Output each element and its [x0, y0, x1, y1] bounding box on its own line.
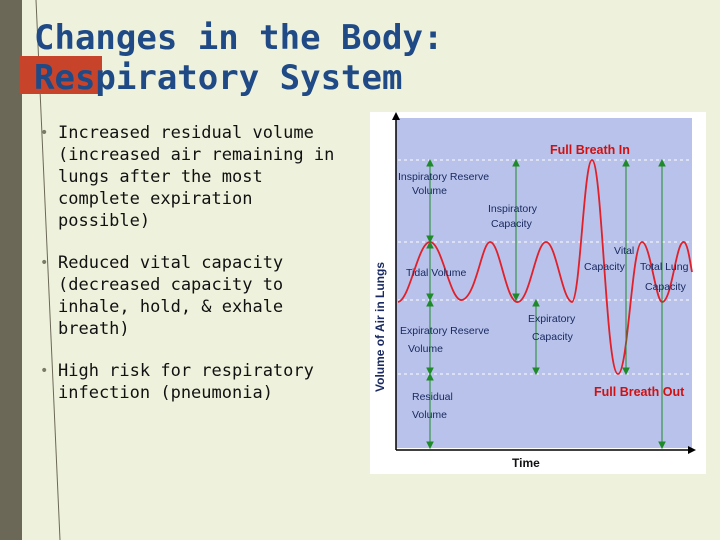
label-expiratory-capacity: Expiratory	[528, 313, 576, 325]
slide-title: Changes in the Body: Respiratory System	[34, 18, 704, 98]
x-axis-arrow-icon	[688, 446, 696, 454]
title-accent-block	[20, 56, 102, 94]
bullet-item: • Reduced vital capacity (decreased capa…	[36, 252, 336, 340]
y-axis-label: Volume of Air in Lungs	[373, 262, 387, 392]
label-expiratory-reserve: Expiratory Reserve	[400, 325, 489, 337]
label-total-lung-capacity-2: Capacity	[645, 281, 687, 293]
bullet-list: • Increased residual volume (increased a…	[36, 122, 336, 424]
bullet-text: Increased residual volume (increased air…	[58, 123, 335, 231]
x-axis-label: Time	[512, 456, 540, 470]
lung-volume-diagram: Full Breath In Full Breath Out Inspirato…	[370, 112, 706, 474]
breathing-curve	[397, 159, 693, 375]
label-inspiratory-reserve: Inspiratory Reserve	[398, 171, 489, 183]
label-expiratory-reserve-volume: Volume	[408, 343, 443, 355]
measurement-arrows	[426, 158, 666, 450]
label-full-breath-out: Full Breath Out	[594, 385, 685, 399]
label-residual-volume: Residual	[412, 391, 453, 403]
label-expiratory-capacity-2: Capacity	[532, 331, 574, 343]
bullet-text: High risk for respiratory infection (pne…	[58, 361, 314, 403]
bullet-icon: •	[40, 125, 49, 141]
plot-area	[396, 118, 692, 448]
bullet-item: • High risk for respiratory infection (p…	[36, 360, 336, 404]
label-tidal-volume: Tidal Volume	[406, 267, 466, 279]
title-line-2: Respiratory System	[34, 58, 403, 98]
bullet-icon: •	[40, 255, 49, 271]
label-residual-volume-2: Volume	[412, 409, 447, 421]
label-vital-capacity-2: Capacity	[584, 261, 626, 273]
bullet-text: Reduced vital capacity (decreased capaci…	[58, 253, 284, 339]
title-line-1: Changes in the Body:	[34, 18, 444, 58]
label-inspiratory-capacity: Inspiratory	[488, 203, 538, 215]
label-inspiratory-capacity-2: Capacity	[491, 218, 533, 230]
label-inspiratory-reserve-volume: Volume	[412, 185, 447, 197]
label-full-breath-in: Full Breath In	[550, 143, 630, 157]
y-axis-arrow-icon	[392, 112, 400, 120]
label-vital-capacity: Vital	[614, 245, 634, 257]
bullet-item: • Increased residual volume (increased a…	[36, 122, 336, 232]
bullet-icon: •	[40, 363, 49, 379]
left-sidebar-bar	[0, 0, 22, 540]
label-total-lung-capacity: Total Lung	[640, 261, 689, 273]
